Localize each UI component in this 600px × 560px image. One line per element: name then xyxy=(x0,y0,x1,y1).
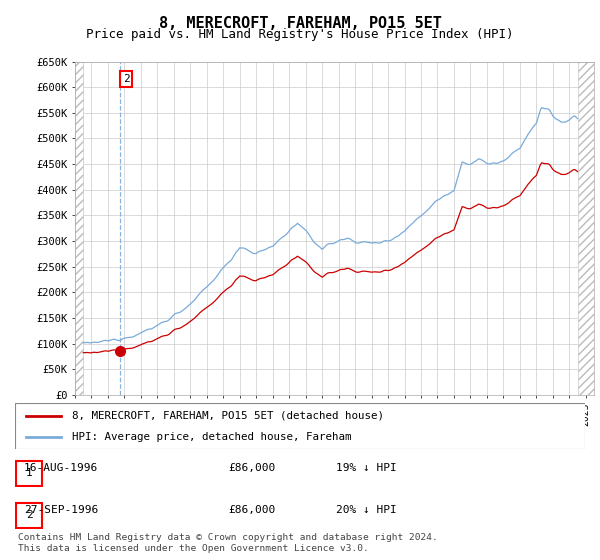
Bar xyxy=(578,62,594,395)
FancyBboxPatch shape xyxy=(15,403,585,449)
Text: £86,000: £86,000 xyxy=(228,505,275,515)
FancyBboxPatch shape xyxy=(16,460,43,486)
Text: Price paid vs. HM Land Registry's House Price Index (HPI): Price paid vs. HM Land Registry's House … xyxy=(86,28,514,41)
FancyBboxPatch shape xyxy=(16,503,43,528)
Bar xyxy=(75,62,83,395)
Text: 8, MERECROFT, FAREHAM, PO15 5ET: 8, MERECROFT, FAREHAM, PO15 5ET xyxy=(158,16,442,31)
Text: 16-AUG-1996: 16-AUG-1996 xyxy=(24,463,98,473)
Text: 8, MERECROFT, FAREHAM, PO15 5ET (detached house): 8, MERECROFT, FAREHAM, PO15 5ET (detache… xyxy=(72,410,384,421)
Text: 2: 2 xyxy=(26,510,33,520)
Text: HPI: Average price, detached house, Fareham: HPI: Average price, detached house, Fare… xyxy=(72,432,352,442)
Text: £86,000: £86,000 xyxy=(228,463,275,473)
Text: 20% ↓ HPI: 20% ↓ HPI xyxy=(336,505,397,515)
Text: 27-SEP-1996: 27-SEP-1996 xyxy=(24,505,98,515)
Text: 1: 1 xyxy=(26,468,33,478)
Text: Contains HM Land Registry data © Crown copyright and database right 2024.
This d: Contains HM Land Registry data © Crown c… xyxy=(18,533,438,553)
Text: 19% ↓ HPI: 19% ↓ HPI xyxy=(336,463,397,473)
Text: 2: 2 xyxy=(123,74,130,84)
